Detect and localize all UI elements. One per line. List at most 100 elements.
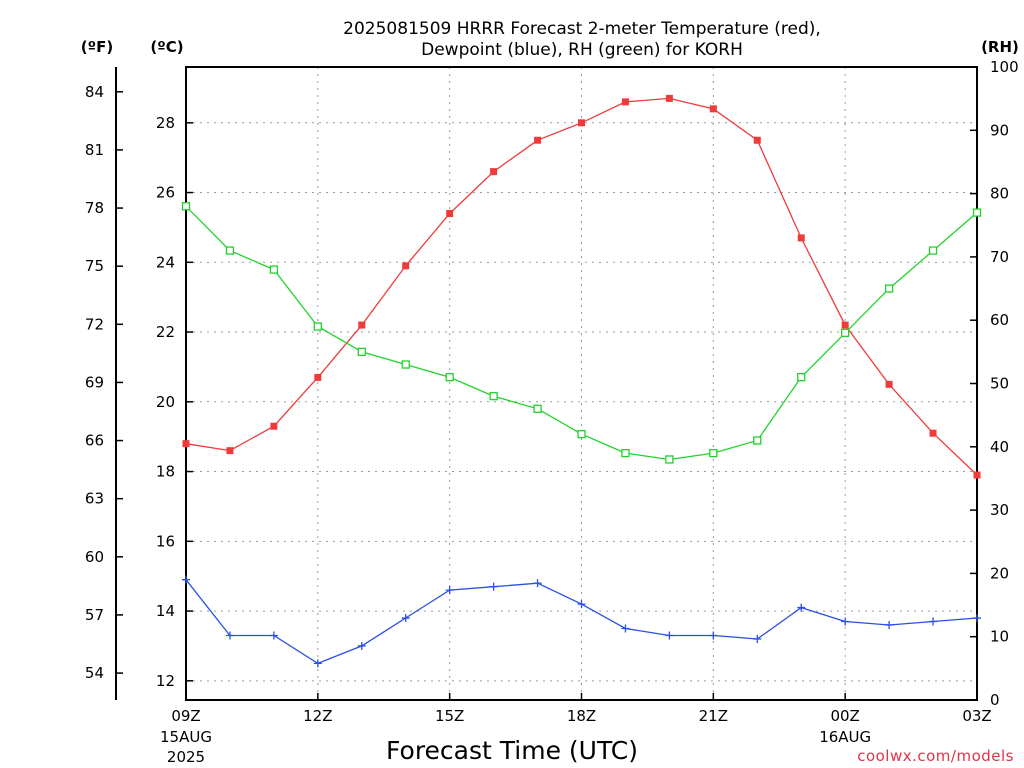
- fahrenheit-tick-label: 78: [85, 199, 104, 217]
- dewpoint-point: [445, 586, 454, 595]
- temperature-point: [402, 262, 410, 270]
- time-tick-label: 09Z: [171, 707, 200, 725]
- rh-point: [445, 373, 454, 382]
- time-tick-label: 15Z: [435, 707, 464, 725]
- dewpoint-point: [797, 603, 806, 612]
- time-tick-label: 18Z: [567, 707, 596, 725]
- temperature-point: [226, 447, 234, 455]
- rh-tick-label: 0: [990, 691, 1000, 709]
- fahrenheit-tick-label: 66: [85, 432, 104, 450]
- fahrenheit-tick-label: 60: [85, 548, 104, 566]
- fahrenheit-tick-label: 63: [85, 490, 104, 508]
- dewpoint-point: [753, 634, 762, 643]
- temperature-point: [929, 429, 937, 437]
- time-tick-label: 12Z: [303, 707, 332, 725]
- dewpoint-point: [357, 641, 366, 650]
- dewpoint-point: [313, 659, 322, 668]
- temperature-point: [709, 105, 717, 113]
- chart-title-line2: Dewpoint (blue), RH (green) for KORH: [421, 40, 743, 60]
- time-axis: 09Z 15AUG 2025 12Z 15Z 18Z 21Z 00Z 16AUG 03Z: [160, 693, 992, 766]
- rh-point: [269, 265, 279, 274]
- temperature-point: [621, 98, 629, 106]
- rh-point: [797, 373, 806, 382]
- fahrenheit-axis-label: (ºF): [81, 38, 113, 56]
- dewpoint-point: [269, 631, 278, 640]
- rh-point: [533, 404, 542, 413]
- time-tick-label: 00Z: [830, 707, 859, 725]
- fahrenheit-tick-label: 69: [85, 373, 104, 391]
- temperature-point: [314, 373, 322, 381]
- rh-point: [401, 360, 410, 369]
- dewpoint-point: [841, 617, 850, 626]
- fahrenheit-axis: 54 57 60 63 66 69 72 75 78 81 84: [85, 83, 123, 682]
- celsius-tick-label: 14: [156, 602, 175, 620]
- temperature-point: [797, 234, 805, 242]
- dewpoint-point: [182, 575, 190, 584]
- rh-series: [181, 202, 982, 464]
- dewpoint-point: [973, 614, 981, 623]
- fahrenheit-tick-label: 57: [85, 606, 104, 624]
- celsius-tick-label: 22: [156, 323, 175, 341]
- fahrenheit-tick-label: 54: [85, 664, 104, 682]
- celsius-tick-label: 28: [156, 114, 175, 132]
- celsius-axis-label: (ºC): [150, 38, 183, 56]
- time-tick-label: 21Z: [699, 707, 728, 725]
- x-axis-title: Forecast Time (UTC): [386, 736, 638, 765]
- temperature-point: [841, 321, 849, 329]
- dewpoint-point: [533, 579, 542, 588]
- temperature-point: [973, 471, 981, 479]
- fahrenheit-tick-label: 75: [85, 257, 104, 275]
- plot-frame: [115, 66, 978, 701]
- rh-tick-label: 60: [990, 311, 1009, 329]
- time-tick-date: 16AUG: [819, 728, 871, 746]
- temperature-point: [358, 321, 366, 329]
- rh-point: [884, 284, 894, 293]
- temperature-point: [578, 119, 585, 127]
- rh-tick-label: 40: [990, 438, 1009, 456]
- temperature-point: [534, 136, 542, 144]
- time-tick-year: 2025: [167, 748, 205, 766]
- fahrenheit-tick-label: 84: [85, 83, 104, 101]
- dewpoint-series: [182, 575, 981, 668]
- celsius-axis: 12 14 16 18 20 22 24 26 28: [156, 114, 193, 690]
- dewpoint-point: [665, 631, 674, 640]
- temperature-series: [182, 94, 981, 479]
- rh-tick-label: 100: [990, 58, 1019, 76]
- temperature-point: [490, 168, 498, 176]
- temperature-point: [182, 440, 190, 448]
- celsius-tick-label: 16: [156, 532, 175, 550]
- rh-point: [313, 322, 322, 331]
- dewpoint-point: [929, 617, 938, 626]
- dewpoint-point: [885, 621, 894, 630]
- rh-tick-label: 90: [990, 121, 1009, 139]
- celsius-tick-label: 12: [156, 672, 175, 690]
- rh-line: [185, 205, 978, 461]
- rh-axis: 0 10 20 30 40 50 60 70 80 90 100: [970, 58, 1019, 709]
- rh-point: [709, 448, 718, 458]
- temperature-point: [753, 136, 761, 144]
- rh-point: [225, 246, 235, 255]
- rh-tick-label: 20: [990, 564, 1009, 582]
- rh-point: [753, 436, 762, 445]
- rh-tick-label: 80: [990, 185, 1009, 203]
- rh-point: [181, 202, 191, 211]
- rh-point: [972, 208, 982, 217]
- chart-title-line1: 2025081509 HRRR Forecast 2-meter Tempera…: [343, 19, 821, 39]
- dewpoint-point: [401, 614, 410, 623]
- temperature-point: [270, 422, 278, 430]
- credit-text: coolwx.com/models: [857, 747, 1014, 765]
- rh-point: [577, 429, 586, 439]
- celsius-tick-label: 24: [156, 253, 175, 271]
- celsius-tick-label: 20: [156, 393, 175, 411]
- rh-point: [841, 328, 850, 338]
- celsius-tick-label: 18: [156, 463, 175, 481]
- rh-point: [928, 246, 938, 255]
- celsius-tick-label: 26: [156, 184, 175, 202]
- temperature-point: [885, 380, 893, 388]
- rh-point: [665, 455, 674, 464]
- rh-axis-label: (RH): [981, 38, 1019, 56]
- rh-tick-label: 10: [990, 628, 1009, 646]
- series-group: [181, 94, 982, 668]
- rh-tick-label: 30: [990, 501, 1009, 519]
